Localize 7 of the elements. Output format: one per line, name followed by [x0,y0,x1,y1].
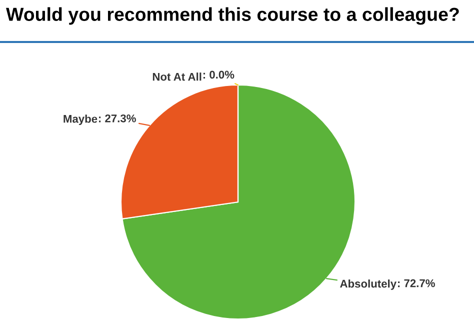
text: : 0.0% [203,70,234,79]
data-label: : 72.7% [398,279,435,288]
chart-title: Would you recommend this course to a colleague? [6,7,459,25]
category-label: Not At All [152,72,202,81]
slice-label: Maybe [64,114,98,125]
slice-label: Absolutely [340,279,396,290]
data-label: : 27.3% [99,114,136,122]
